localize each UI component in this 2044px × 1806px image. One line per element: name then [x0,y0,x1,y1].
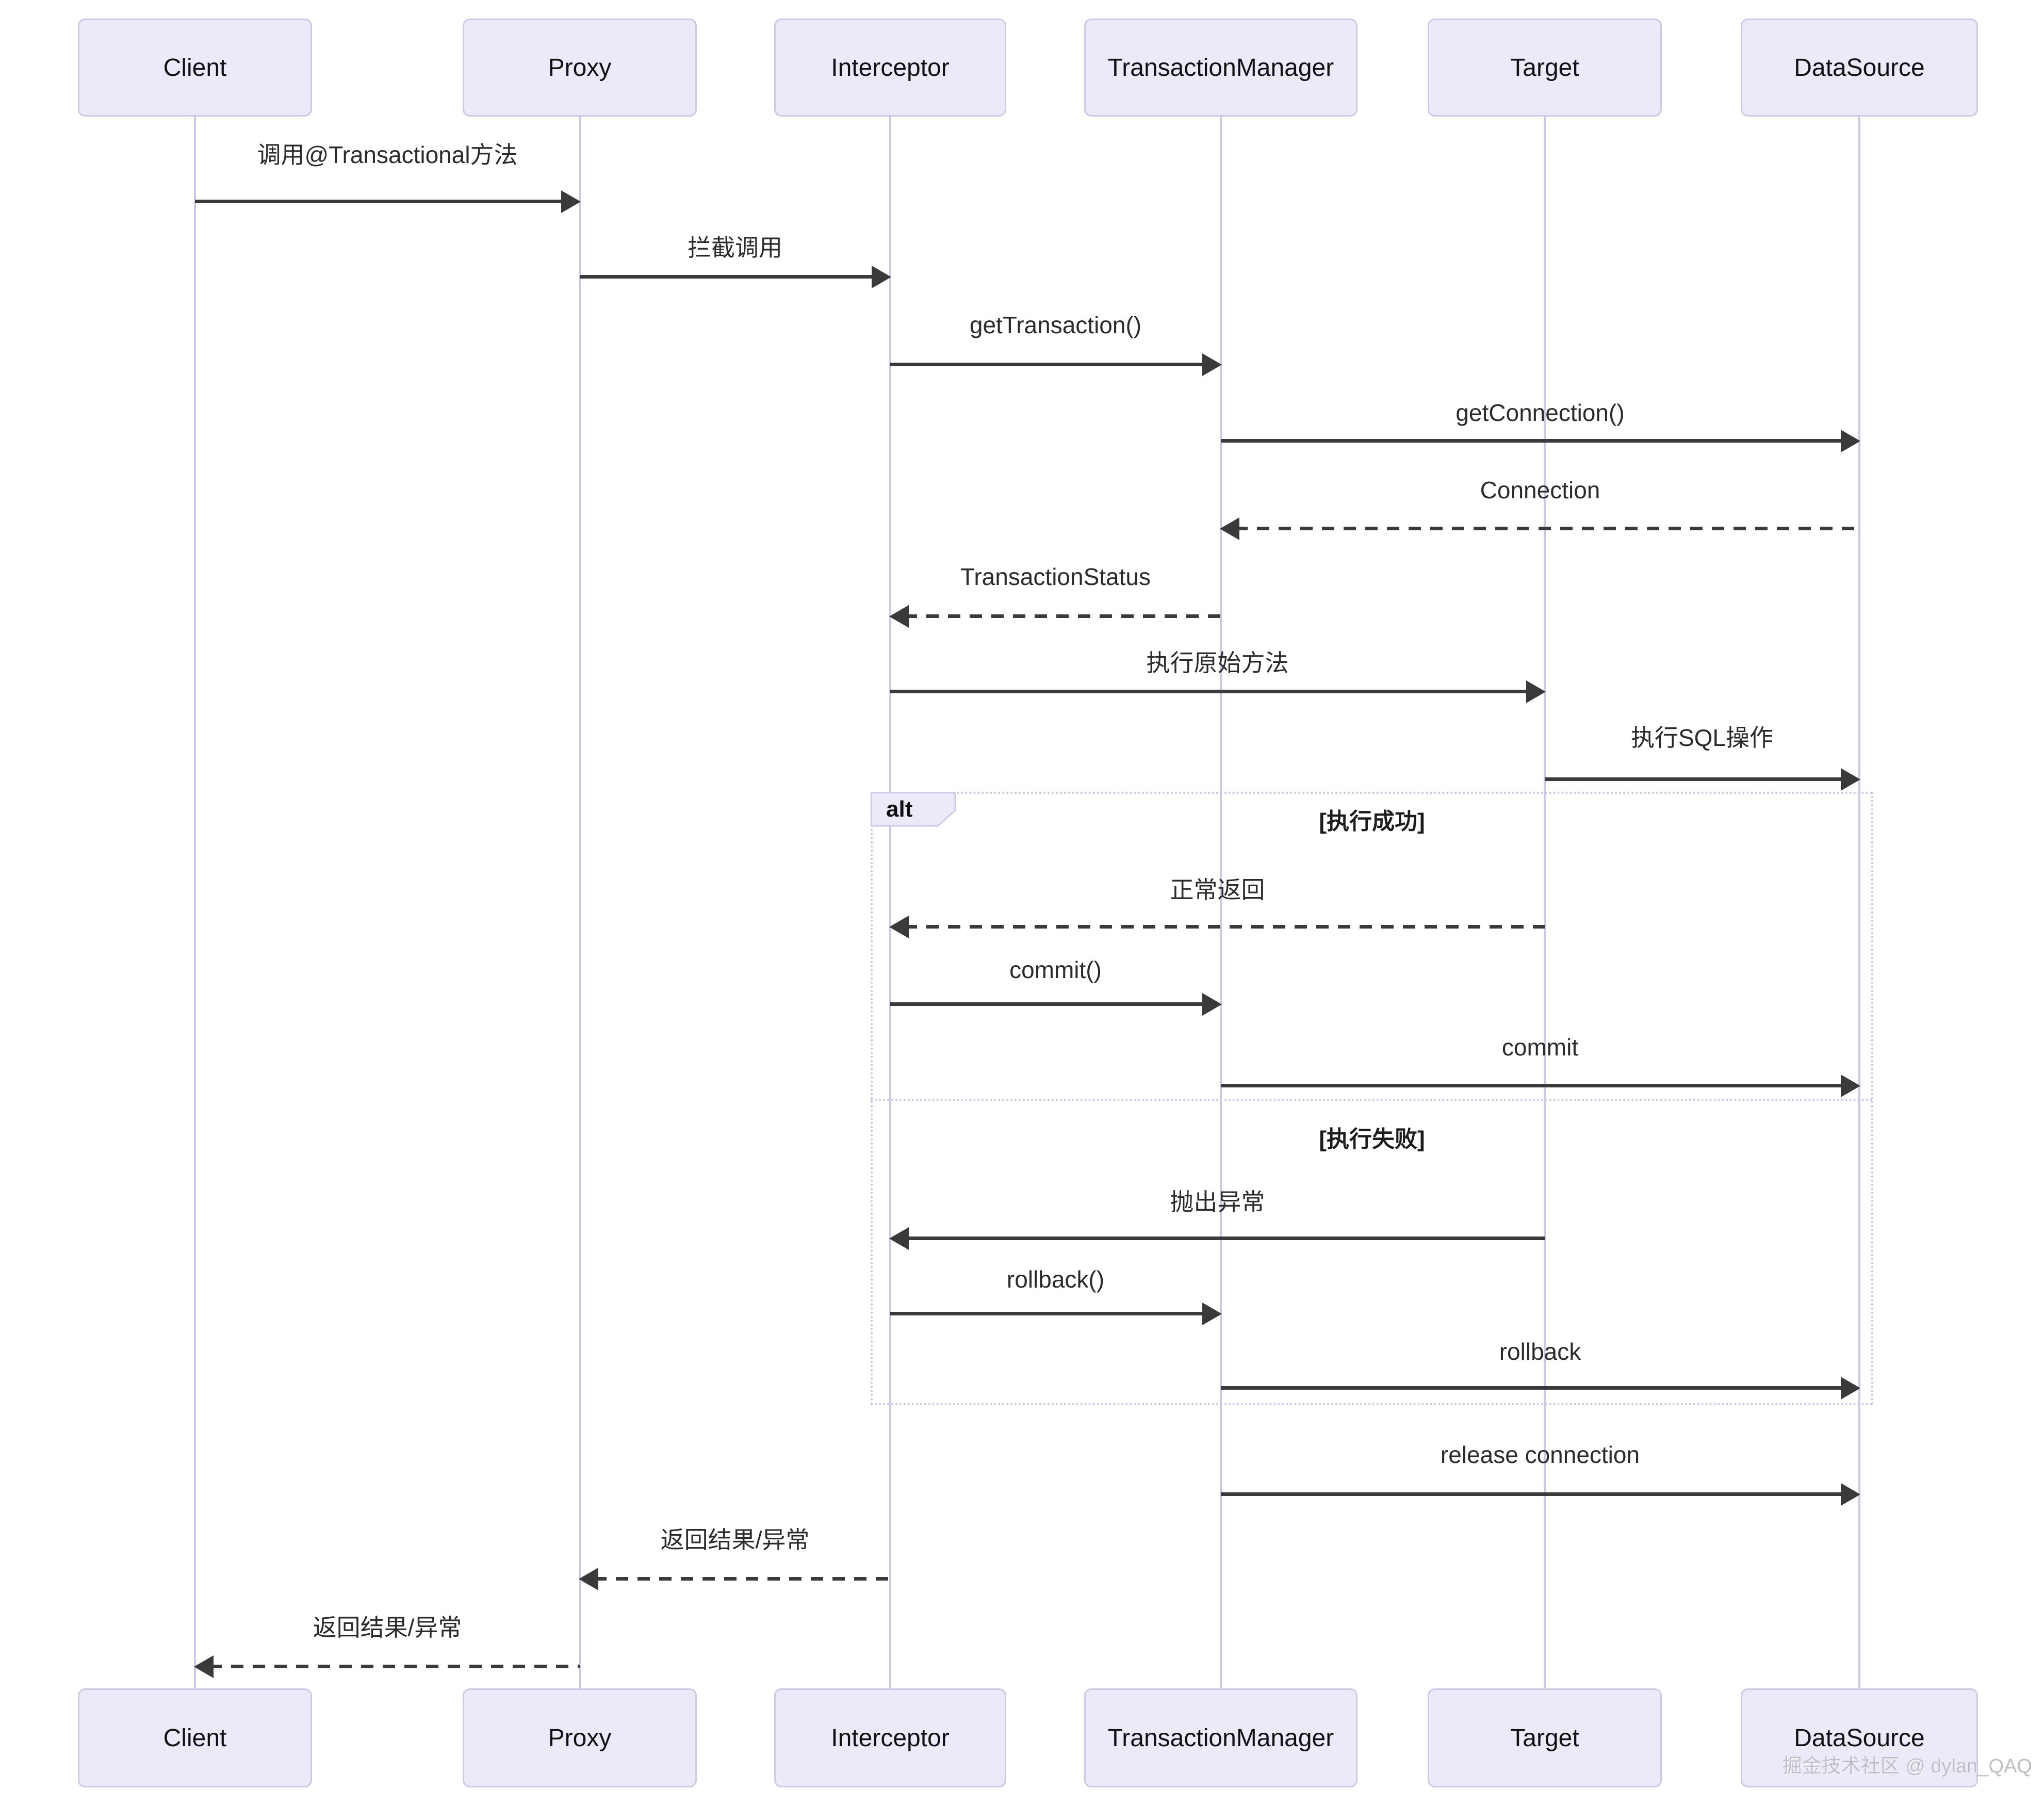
arrowhead-left-icon [889,605,909,628]
arrowhead-right-icon [1526,680,1546,703]
actor-proxy-bottom: Proxy [463,1688,697,1787]
arrowhead-left-icon [1220,517,1239,540]
message-arrow [889,1227,1545,1250]
actor-transactionmanager-top: TransactionManager [1084,19,1358,117]
message-label: getConnection() [1456,399,1625,426]
actor-target-top: Target [1428,19,1662,117]
arrowhead-right-icon [1202,353,1222,376]
message-label: commit [1501,1034,1579,1061]
lifeline-interceptor [889,117,891,1688]
actor-datasource-top: DataSource [1741,19,1978,117]
actor-proxy-top: Proxy [463,19,697,117]
alt-divider [871,1099,1873,1101]
message-label: commit() [1009,956,1102,983]
message-arrow [889,605,1221,628]
actor-client-top: Client [78,19,312,117]
message-arrow [1220,517,1859,540]
arrowhead-right-icon [1841,430,1860,452]
message-label: 抛出异常 [1170,1189,1265,1215]
arrowhead-right-icon [1841,1075,1860,1097]
arrowhead-right-icon [1202,993,1222,1016]
message-arrow [580,266,891,288]
actor-interceptor-top: Interceptor [774,19,1006,117]
message-label: getTransaction() [969,312,1142,338]
message-label: 正常返回 [1170,876,1265,903]
alt-condition-success: [执行成功] [1319,809,1425,834]
actor-transactionmanager-bottom: TransactionManager [1084,1688,1358,1787]
message-arrow [1221,1483,1860,1506]
message-arrow [195,190,581,213]
message-label: 返回结果/异常 [313,1614,462,1641]
actor-target-bottom: Target [1428,1688,1662,1787]
message-arrow [1221,1075,1860,1097]
message-label: Connection [1480,477,1600,503]
actor-datasource-bottom: DataSource [1741,1688,1978,1787]
arrowhead-right-icon [1841,1483,1860,1506]
message-arrow [1221,430,1860,452]
message-label: 执行SQL操作 [1630,724,1774,751]
lifeline-client [194,117,196,1688]
arrowhead-left-icon [194,1655,214,1678]
alt-keyword: alt [886,796,913,822]
watermark: 掘金技术社区 @ dylan_QAQ [1782,1755,2032,1777]
message-arrow [889,916,1545,938]
arrowhead-right-icon [1841,768,1860,791]
message-arrow [579,1568,890,1590]
message-label: 调用@Transactional方法 [257,141,518,168]
lifeline-target [1544,117,1546,1688]
message-label: rollback() [1006,1266,1105,1293]
message-arrow [1221,1377,1860,1400]
arrowhead-left-icon [579,1568,598,1590]
lifeline-datasource [1858,117,1860,1688]
message-arrow [194,1655,580,1678]
alt-label-tab [871,792,956,827]
arrowhead-right-icon [1841,1377,1860,1400]
message-arrow [890,1303,1222,1325]
message-label: TransactionStatus [960,563,1151,590]
message-arrow [890,993,1222,1016]
actor-interceptor-bottom: Interceptor [774,1688,1006,1787]
arrowhead-left-icon [889,916,909,938]
message-label: 拦截调用 [688,234,782,261]
lifeline-proxy [579,117,581,1688]
arrowhead-left-icon [889,1227,909,1250]
message-arrow [890,353,1222,376]
message-label: release connection [1440,1441,1640,1468]
alt-frame [871,792,1873,1405]
message-label: 执行原始方法 [1146,649,1289,676]
arrowhead-right-icon [561,190,581,213]
alt-condition-failure: [执行失败] [1319,1127,1425,1152]
message-arrow [1545,768,1860,791]
actor-client-bottom: Client [78,1688,312,1787]
lifeline-transactionmanager [1220,117,1222,1688]
arrowhead-right-icon [872,266,891,288]
message-label: rollback [1499,1338,1581,1365]
message-arrow [890,680,1546,703]
arrowhead-right-icon [1202,1303,1222,1325]
message-label: 返回结果/异常 [660,1526,810,1553]
